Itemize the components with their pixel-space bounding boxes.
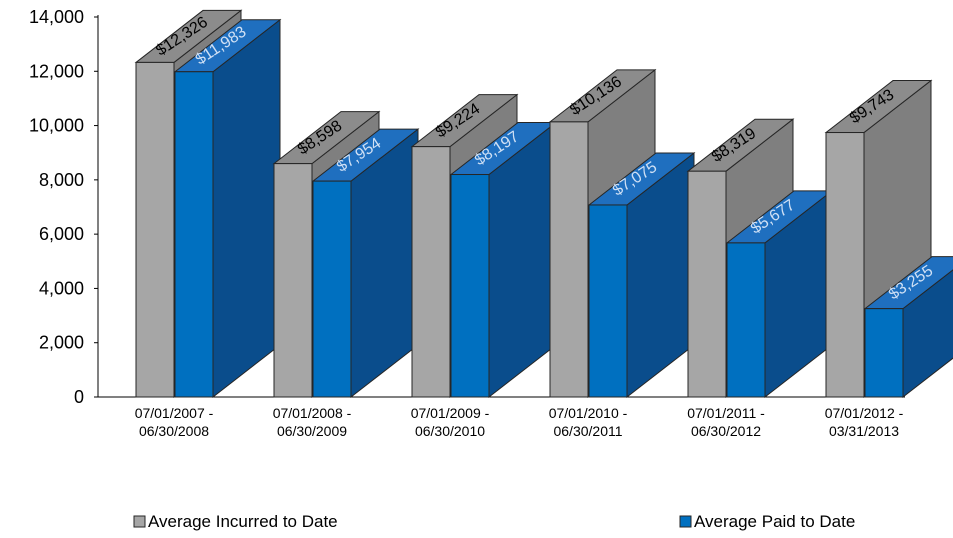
x-tick-label-line: 06/30/2011 (553, 423, 622, 439)
x-tick-label: 07/01/2008 - 06/30/2009 (273, 405, 352, 439)
y-tick-label: 4,000 (39, 278, 84, 298)
bar-front-face (825, 132, 865, 398)
bar-front-face (549, 121, 589, 398)
bar-front-face (411, 146, 451, 398)
bar-paid-5 (863, 256, 953, 399)
x-tick-label: 07/01/2012 - 03/31/2013 (825, 405, 904, 439)
bar-front-face (450, 174, 490, 398)
bar-front-face (864, 308, 904, 398)
x-tick-label-line: 07/01/2009 - (411, 405, 490, 421)
y-tick-label: 6,000 (39, 224, 84, 244)
y-tick-label: 0 (74, 387, 84, 407)
bar-front-face (588, 204, 628, 398)
bar-front-face (687, 170, 727, 398)
bar-front-face (726, 242, 766, 398)
bar-paid-2 (449, 121, 558, 399)
legend-swatch-1 (679, 515, 692, 528)
bar-paid-3 (587, 151, 696, 399)
bar-front-face (135, 61, 175, 398)
legend: Average Incurred to Date Average Paid to … (133, 512, 855, 531)
legend-swatch-0 (133, 515, 146, 528)
y-tick-label: 14,000 (29, 7, 84, 27)
x-tick-label-line: 06/30/2012 (691, 423, 761, 439)
x-tick-label-line: 07/01/2011 - (687, 405, 765, 421)
legend-label-0: Average Incurred to Date (148, 512, 338, 531)
y-tick-label: 12,000 (29, 61, 84, 81)
y-tick-label: 8,000 (39, 170, 84, 190)
bar-paid-0 (173, 18, 282, 399)
bar-front-face (174, 71, 214, 398)
x-tick-label-line: 07/01/2010 - (549, 405, 628, 421)
legend-label-1: Average Paid to Date (694, 512, 855, 531)
x-tick-label: 07/01/2010 - 06/30/2011 (549, 405, 628, 439)
axis-layer: 0 2,000 4,000 6,000 8,000 10,000 12,000 14,000 0… (29, 7, 905, 439)
x-tick-label-line: 07/01/2012 - (825, 405, 904, 421)
x-tick-label-line: 06/30/2009 (277, 423, 347, 439)
x-tick-label-line: 06/30/2008 (139, 423, 209, 439)
bar-front-face (312, 180, 352, 398)
bar-paid-4 (725, 189, 834, 399)
x-tick-label-line: 03/31/2013 (829, 423, 899, 439)
x-tick-label-line: 07/01/2008 - (273, 405, 352, 421)
bar-paid-1 (311, 128, 420, 399)
x-tick-label: 07/01/2009 - 06/30/2010 (411, 405, 490, 439)
bar-front-face (273, 163, 313, 398)
bars-layer (134, 9, 953, 399)
x-tick-label: 07/01/2007 - 06/30/2008 (135, 405, 214, 439)
x-tick-label: 07/01/2011 - 06/30/2012 (687, 405, 765, 439)
y-tick-label: 2,000 (39, 333, 84, 353)
x-tick-label-line: 07/01/2007 - (135, 405, 214, 421)
bar-side-face (212, 18, 281, 399)
x-tick-label-line: 06/30/2010 (415, 423, 485, 439)
y-tick-label: 10,000 (29, 116, 84, 136)
